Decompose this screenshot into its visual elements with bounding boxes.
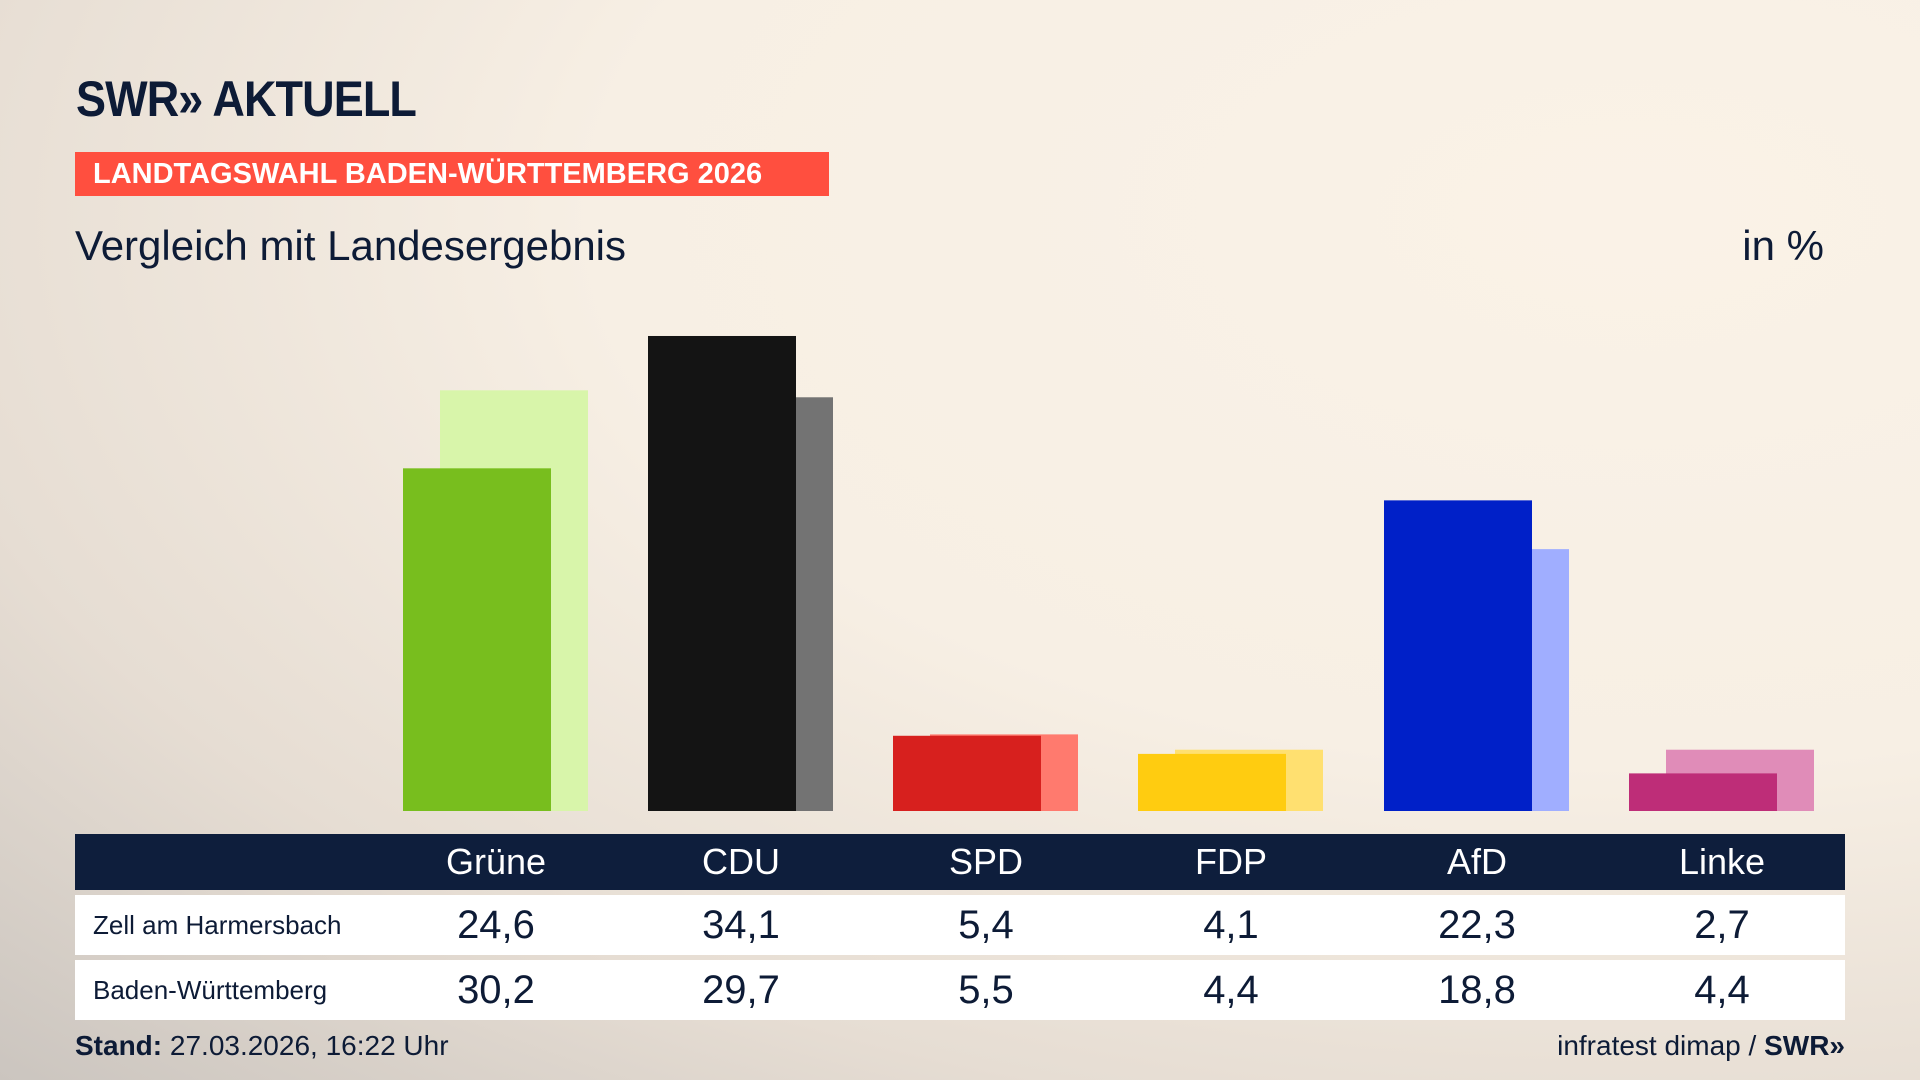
swr-logo: SWR» xyxy=(1764,1030,1845,1061)
value-cell: 4,4 xyxy=(1203,968,1259,1012)
value-cell: 5,5 xyxy=(958,968,1014,1012)
party-header: Grüne xyxy=(445,841,547,882)
results-table: Grüne CDU SPD FDP AfD Linke Zell am Harmersba… xyxy=(75,834,1845,1020)
bar-local-0 xyxy=(403,468,551,811)
bar-local-4 xyxy=(1384,500,1532,811)
bar-local-1 xyxy=(648,335,796,811)
chart-subtitle: Vergleich mit Landesergebnis xyxy=(75,222,627,269)
party-header: AfD xyxy=(1446,841,1507,882)
bar-local-2 xyxy=(893,735,1041,811)
table-row: Baden-Württemberg 30,2 29,7 5,5 4,4 18,8 4,4 xyxy=(75,960,1845,1020)
party-header: Linke xyxy=(1678,841,1766,882)
bar-local-5 xyxy=(1629,773,1777,811)
value-cell: 5,4 xyxy=(958,903,1014,947)
table-row: Zell am Harmersbach 24,6 34,1 5,4 4,1 22,3 2,7 xyxy=(75,895,1845,955)
value-cell: 22,3 xyxy=(1438,903,1516,947)
election-banner: LANDTAGSWAHL BADEN-WÜRTTEMBERG 2026 xyxy=(75,152,829,196)
party-header: SPD xyxy=(948,841,1024,882)
value-cell: 4,1 xyxy=(1203,903,1259,947)
value-cell: 18,8 xyxy=(1438,968,1516,1012)
value-cell: 24,6 xyxy=(457,903,535,947)
timestamp: Stand: 27.03.2026, 16:22 Uhr xyxy=(75,1030,449,1062)
stand-value: 27.03.2026, 16:22 Uhr xyxy=(162,1030,449,1061)
unit-label: in % xyxy=(1742,222,1824,269)
value-cell: 34,1 xyxy=(702,903,780,947)
source: infratest dimap / SWR» xyxy=(1557,1030,1845,1062)
value-cell: 2,7 xyxy=(1694,903,1750,947)
value-cell: 4,4 xyxy=(1694,968,1750,1012)
table-header: Grüne CDU SPD FDP AfD Linke xyxy=(75,834,1845,890)
value-cell: 29,7 xyxy=(702,968,780,1012)
bar-chart xyxy=(403,335,1814,811)
swr-aktuell-logo: SWR» AKTUELL xyxy=(76,71,417,127)
bar-local-3 xyxy=(1138,753,1286,811)
stand-label: Stand: xyxy=(75,1030,163,1061)
row-label: Zell am Harmersbach xyxy=(93,910,342,940)
party-header: FDP xyxy=(1195,841,1267,882)
value-cell: 30,2 xyxy=(457,968,535,1012)
row-label: Baden-Württemberg xyxy=(93,975,328,1005)
party-header: CDU xyxy=(702,841,780,882)
source-text: infratest dimap / xyxy=(1557,1030,1765,1061)
